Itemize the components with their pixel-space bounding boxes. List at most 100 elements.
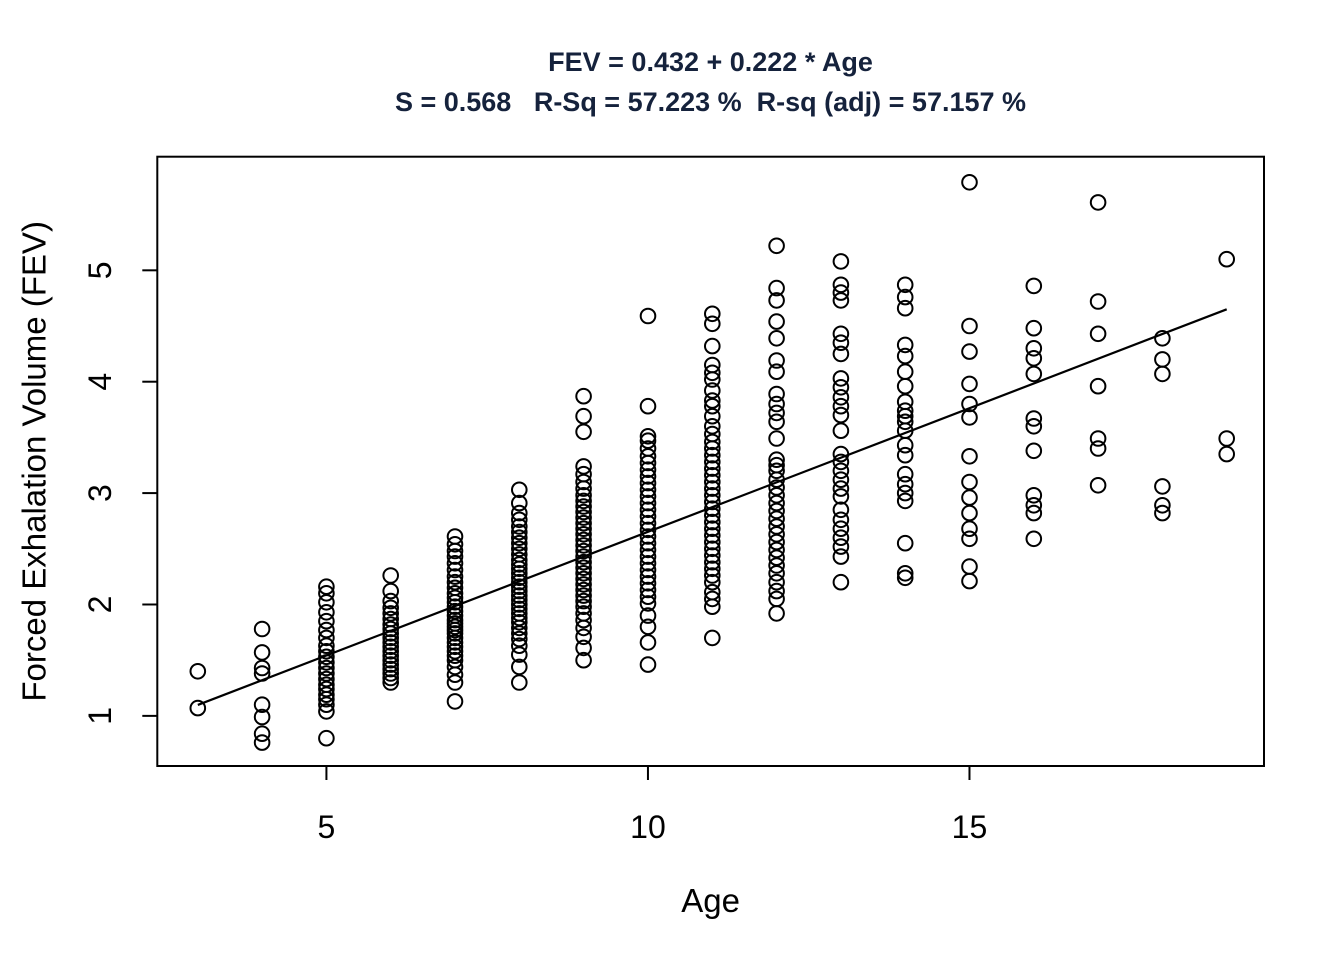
- data-point: [832, 453, 850, 471]
- data-point: [832, 573, 850, 591]
- data-point: [704, 305, 721, 323]
- data-point: [896, 465, 914, 483]
- data-point: [704, 315, 721, 333]
- data-point: [768, 404, 785, 422]
- data-point: [1089, 440, 1107, 457]
- data-point: [896, 276, 914, 294]
- data-point: [575, 387, 592, 405]
- data-point: [704, 467, 721, 484]
- data-point: [768, 237, 785, 255]
- data-point: [446, 634, 464, 651]
- data-point: [511, 614, 528, 631]
- data-point: [704, 513, 721, 531]
- data-point: [961, 504, 978, 522]
- data-point: [575, 559, 592, 577]
- data-point: [511, 600, 528, 618]
- data-point: [511, 494, 528, 512]
- data-point: [768, 479, 785, 496]
- data-point: [768, 510, 785, 528]
- data-point: [446, 573, 464, 591]
- data-point: [704, 460, 721, 477]
- data-point: [704, 407, 721, 425]
- data-point: [832, 292, 850, 309]
- data-point: [511, 674, 528, 691]
- data-point: [318, 637, 335, 655]
- data-point: [511, 578, 528, 596]
- x-tick-label: 5: [318, 809, 336, 845]
- data-point: [1025, 487, 1043, 504]
- data-point: [382, 634, 400, 651]
- data-point: [639, 656, 657, 673]
- data-point: [896, 288, 914, 306]
- data-point: [1154, 365, 1171, 383]
- data-point: [896, 565, 914, 582]
- data-point: [511, 637, 528, 655]
- data-point: [382, 669, 400, 687]
- data-point: [1025, 340, 1043, 357]
- data-point: [768, 456, 785, 474]
- data-point: [446, 693, 464, 710]
- data-point: [511, 591, 528, 609]
- chart-subtitle: S = 0.568 R-Sq = 57.223 % R-sq (adj) = 5…: [394, 87, 1027, 117]
- y-tick-label: 3: [82, 484, 118, 502]
- data-point: [446, 561, 464, 579]
- data-point: [318, 654, 335, 671]
- data-point: [575, 423, 592, 441]
- data-point: [961, 174, 978, 191]
- data-point: [832, 538, 850, 555]
- data-point: [704, 547, 721, 564]
- data-point: [382, 582, 400, 600]
- data-point: [832, 370, 850, 387]
- data-point: [511, 573, 528, 591]
- data-point: [446, 555, 464, 572]
- data-point: [896, 299, 914, 317]
- data-point: [253, 644, 271, 661]
- data-point: [1089, 325, 1107, 343]
- data-point: [575, 565, 592, 582]
- data-point: [575, 465, 592, 483]
- data-point: [704, 418, 721, 435]
- data-point: [961, 343, 978, 360]
- data-point: [639, 432, 657, 450]
- data-point: [575, 639, 592, 657]
- data-point: [575, 542, 592, 560]
- data-point: [318, 578, 335, 596]
- data-point: [639, 440, 657, 457]
- data-point: [318, 648, 335, 666]
- data-point: [704, 356, 721, 374]
- data-point: [961, 530, 978, 548]
- data-point: [768, 395, 785, 413]
- data-point: [511, 605, 528, 622]
- data-point: [704, 425, 721, 443]
- data-point: [704, 446, 721, 464]
- data-point: [318, 585, 335, 602]
- data-point: [253, 734, 271, 751]
- data-point: [704, 397, 721, 415]
- data-point: [318, 629, 335, 647]
- data-point: [575, 651, 592, 669]
- data-point: [896, 402, 914, 420]
- data-point: [575, 611, 592, 629]
- data-point: [1218, 445, 1235, 463]
- data-point: [896, 347, 914, 365]
- data-point: [704, 337, 721, 355]
- data-point: [575, 605, 592, 622]
- data-point: [639, 541, 657, 559]
- data-point: [704, 553, 721, 571]
- data-point: [575, 570, 592, 588]
- data-point: [768, 518, 785, 535]
- data-point: [1025, 350, 1043, 367]
- data-point: [575, 548, 592, 565]
- data-point: [768, 573, 785, 591]
- data-point: [832, 471, 850, 489]
- data-point: [1154, 351, 1171, 368]
- data-point: [382, 638, 400, 656]
- data-point: [511, 540, 528, 558]
- data-point: [832, 511, 850, 529]
- data-point: [639, 534, 657, 552]
- data-point: [832, 529, 850, 547]
- data-point: [832, 389, 850, 406]
- data-point: [704, 453, 721, 471]
- data-point: [189, 663, 207, 680]
- data-point: [961, 473, 978, 491]
